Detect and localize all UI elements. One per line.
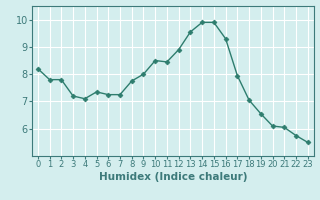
X-axis label: Humidex (Indice chaleur): Humidex (Indice chaleur) xyxy=(99,172,247,182)
